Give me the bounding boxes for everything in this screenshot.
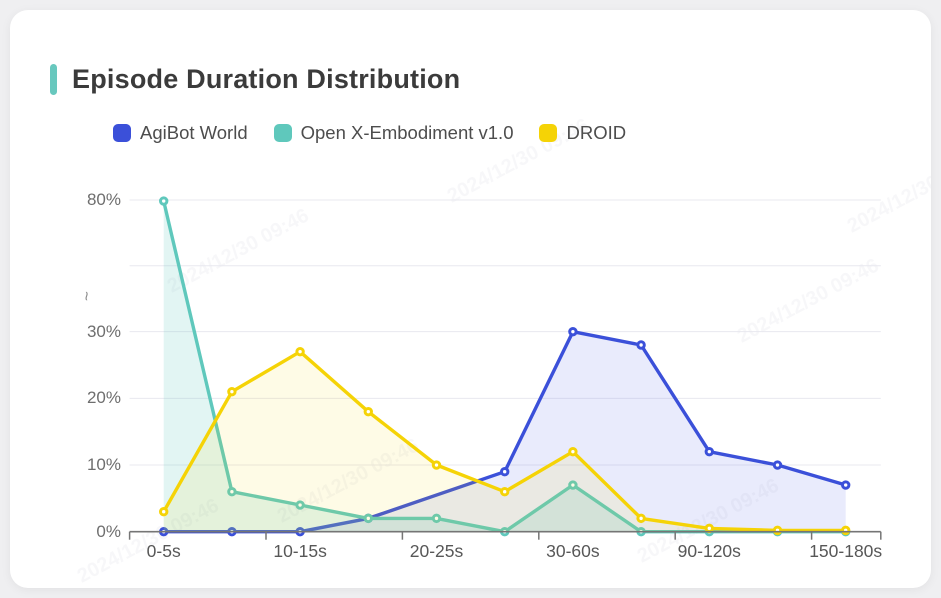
- y-axis-tick-label: 30%: [86, 321, 121, 341]
- series-area-open-x-embodiment-v1-0: [163, 201, 846, 532]
- series-area-droid: [163, 351, 846, 532]
- series-point-droid: [636, 513, 646, 524]
- x-axis-tick-label: 0-5s: [146, 541, 181, 561]
- x-axis-tick-label: 90-120s: [677, 541, 741, 561]
- x-axis-tick-label: 10-15s: [273, 541, 327, 561]
- series-area-agibot-world: [163, 331, 846, 532]
- series-point-droid: [227, 386, 237, 397]
- y-axis-tick-label: 0%: [96, 521, 121, 541]
- legend-item-agibot-world[interactable]: AgiBot World: [113, 122, 248, 144]
- x-axis-tick-label: 150-180s: [809, 541, 883, 561]
- series-point-agibot-world: [500, 466, 510, 477]
- chart-legend: AgiBot World Open X-Embodiment v1.0 DROID: [113, 122, 626, 144]
- series-point-droid: [500, 486, 510, 497]
- series-point-open-x-embodiment-v1-0: [363, 513, 373, 524]
- title-row: Episode Duration Distribution: [50, 64, 460, 95]
- legend-label: DROID: [566, 122, 627, 143]
- series-point-agibot-world: [841, 480, 851, 490]
- series-point-agibot-world: [636, 340, 646, 350]
- series-point-open-x-embodiment-v1-0: [431, 513, 442, 524]
- legend-item-open-x-embodiment-v1-0[interactable]: Open X-Embodiment v1.0: [273, 122, 514, 144]
- series-point-open-x-embodiment-v1-0: [159, 196, 169, 206]
- y-axis-tick-label: 20%: [86, 388, 121, 408]
- chart-card: 2024/12/30 09:46 2024/12/30 09:46 2024/12/…: [10, 10, 931, 588]
- page-title: Episode Duration Distribution: [72, 64, 461, 94]
- series-point-open-x-embodiment-v1-0: [295, 500, 305, 510]
- legend-label: AgiBot World: [140, 122, 248, 143]
- legend-label: Open X-Embodiment v1.0: [300, 122, 514, 143]
- legend-swatch-icon: [539, 124, 558, 142]
- series-point-droid: [295, 346, 305, 357]
- series-point-droid: [568, 446, 578, 457]
- title-accent-bar: [50, 64, 57, 95]
- x-axis-tick-label: 30-60s: [546, 541, 600, 561]
- chart-plot-area[interactable]: [10, 10, 931, 588]
- y-axis-tick-label: 10%: [86, 455, 121, 475]
- y-axis-tick-label: ~: [77, 290, 96, 301]
- series-point-agibot-world: [772, 460, 783, 470]
- series-point-agibot-world: [704, 446, 714, 457]
- series-point-droid: [772, 525, 783, 536]
- series-point-agibot-world: [568, 326, 578, 337]
- legend-item-droid[interactable]: DROID: [539, 122, 626, 144]
- x-axis-tick-label: 20-25s: [409, 541, 464, 561]
- series-point-open-x-embodiment-v1-0: [568, 480, 578, 490]
- legend-swatch-icon: [273, 124, 292, 142]
- series-point-open-x-embodiment-v1-0: [227, 486, 237, 497]
- series-point-droid: [431, 460, 442, 470]
- y-axis-tick-label: 80%: [86, 190, 121, 209]
- series-point-droid: [841, 525, 851, 536]
- series-point-droid: [704, 523, 714, 534]
- series-point-droid: [363, 406, 373, 417]
- series-point-droid: [159, 506, 169, 517]
- legend-swatch-icon: [113, 124, 131, 142]
